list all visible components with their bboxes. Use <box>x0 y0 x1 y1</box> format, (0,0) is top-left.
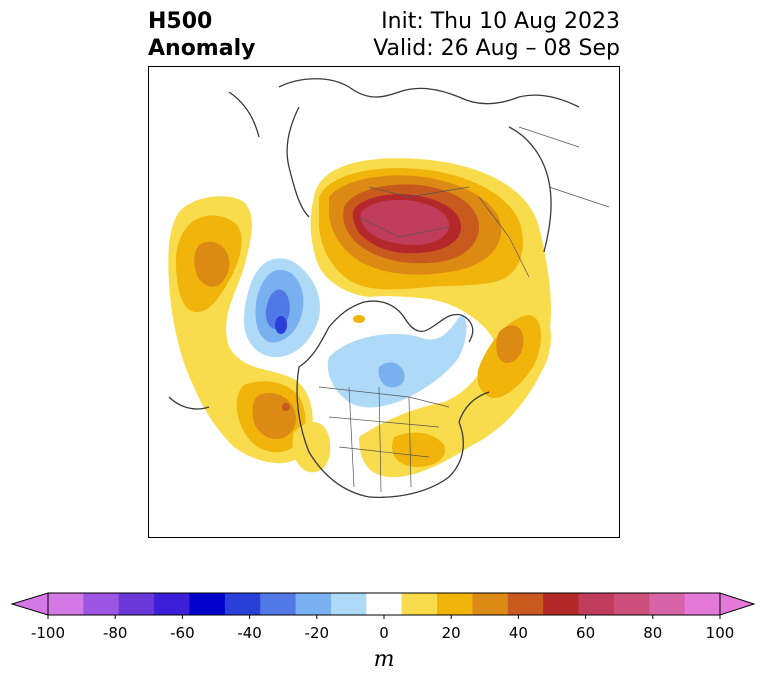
colorbar-segment <box>330 593 367 615</box>
colorbar-segment <box>118 593 155 615</box>
borders <box>318 126 610 493</box>
colorbar-tick-label: -80 <box>102 624 128 642</box>
colorbar-segment <box>543 593 580 615</box>
coastlines <box>168 78 580 498</box>
colorbar-segment <box>189 593 226 615</box>
colorbar-segment <box>401 593 438 615</box>
colorbar-segment <box>649 593 686 615</box>
colorbar-segment <box>83 593 120 615</box>
colorbar-tick-label: -60 <box>170 624 195 642</box>
contour-pos60 <box>360 199 449 245</box>
colorbar-tick-label: 0 <box>379 624 389 642</box>
anomaly-map <box>148 66 620 538</box>
contour-pos20 <box>353 315 365 323</box>
init-date: Init: Thu 10 Aug 2023 <box>381 9 620 34</box>
colorbar-segment <box>48 593 84 615</box>
colorbar-segment <box>472 593 509 615</box>
colorbar-segment <box>613 593 650 615</box>
colorbar-segment <box>224 593 261 615</box>
colorbar-unit: m <box>373 647 395 672</box>
colorbar-segment <box>295 593 332 615</box>
map-canvas <box>168 78 610 498</box>
colorbar-extend-min <box>10 592 49 616</box>
colorbar <box>10 590 758 624</box>
colorbar-tick-label: -40 <box>237 624 262 642</box>
contour-pos30 <box>194 241 230 287</box>
trough-canada <box>327 316 467 408</box>
colorbar-tick-label: -100 <box>30 624 66 642</box>
ridge-arctic <box>310 158 551 367</box>
ridge-atlantic <box>359 306 551 478</box>
colorbar-canvas <box>10 592 756 619</box>
field-title: H500 <box>148 9 213 34</box>
contour-pos30 <box>496 325 524 363</box>
colorbar-segment <box>507 593 544 615</box>
trough-pacific <box>244 258 320 358</box>
colorbar-segment <box>684 593 721 615</box>
colorbar-segment <box>366 593 403 615</box>
contour-neg20 <box>378 362 405 388</box>
colorbar-segment <box>260 593 297 615</box>
colorbar-tick-label: 40 <box>508 624 528 642</box>
colorbar-tick-label: 60 <box>576 624 596 642</box>
ridge-pacific <box>168 196 313 464</box>
colorbar-tick-label: 100 <box>705 624 735 642</box>
contour-pos40 <box>282 403 290 411</box>
contour-pos20 <box>391 432 445 467</box>
colorbar-tick-label: 20 <box>441 624 461 642</box>
ridge-north-america <box>292 421 331 473</box>
colorbar-segment <box>437 593 473 615</box>
contour-neg10 <box>327 316 467 408</box>
date-block: Init: Thu 10 Aug 2023 Valid: 26 Aug – 08… <box>373 8 620 62</box>
contour-neg40 <box>275 316 287 334</box>
colorbar-segment <box>578 593 615 615</box>
colorbar-extend-max <box>719 592 756 616</box>
valid-range: Valid: 26 Aug – 08 Sep <box>373 36 620 61</box>
contour-pos10 <box>292 421 331 473</box>
colorbar-tick-label: 80 <box>643 624 663 642</box>
colorbar-segment <box>154 593 190 615</box>
chart-title-block: H500 Anomaly <box>148 8 255 62</box>
colorbar-tick-label: -20 <box>304 624 330 642</box>
field-kind: Anomaly <box>148 36 256 61</box>
